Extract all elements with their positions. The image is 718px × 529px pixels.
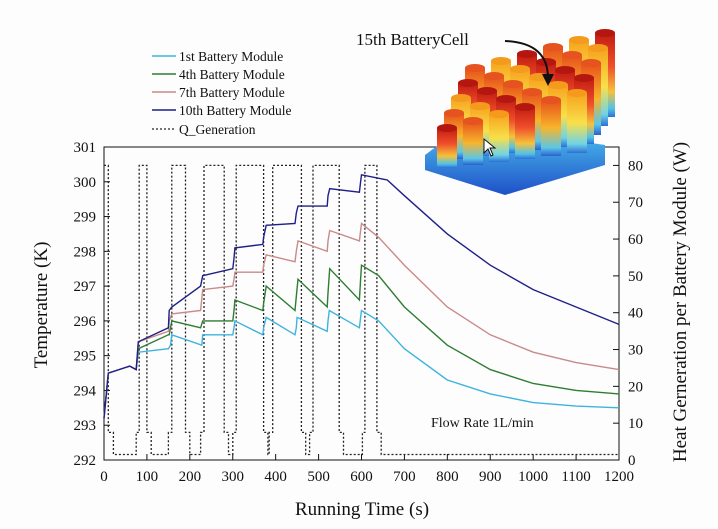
y-tick-label: 293 bbox=[74, 418, 97, 434]
flow-rate-annotation: Flow Rate 1L/min bbox=[431, 416, 534, 431]
y-tick-label: 297 bbox=[74, 279, 97, 295]
y2-tick-label: 70 bbox=[628, 195, 643, 211]
mouse-cursor-icon bbox=[483, 137, 497, 157]
y2-tick-label: 50 bbox=[628, 269, 643, 285]
x-tick-label: 800 bbox=[436, 469, 459, 485]
y-tick-label: 301 bbox=[74, 140, 97, 156]
series-7th-module bbox=[103, 222, 620, 419]
legend-label-7th-module: 7th Battery Module bbox=[179, 85, 285, 100]
legend-label-10th-module: 10th Battery Module bbox=[179, 103, 291, 118]
legend-label-q-generation: Q_Generation bbox=[179, 122, 256, 137]
y2-tick-label: 30 bbox=[628, 343, 643, 359]
series-10th-module bbox=[103, 173, 620, 419]
x-tick-label: 100 bbox=[136, 469, 159, 485]
temperature-series-layer bbox=[103, 173, 620, 419]
inset-pointer-arrow bbox=[504, 40, 549, 79]
y2-tick-label: 10 bbox=[628, 416, 643, 432]
battery-cell bbox=[567, 89, 587, 153]
y2-tick-label: 20 bbox=[628, 379, 643, 395]
y2-tick-label: 60 bbox=[628, 232, 643, 248]
battery-pack-inset: 15th BatteryCell bbox=[356, 29, 615, 195]
x-tick-label: 600 bbox=[350, 469, 373, 485]
series-1st-module bbox=[103, 309, 620, 419]
x-tick-label: 400 bbox=[264, 469, 287, 485]
series-q-generation bbox=[104, 164, 619, 456]
y2-axis-label: Heat Gerneration per Battery Module (W) bbox=[670, 142, 691, 462]
y-tick-label: 294 bbox=[74, 383, 97, 399]
y-tick-label: 300 bbox=[74, 175, 97, 191]
y2-tick-label: 80 bbox=[628, 158, 643, 174]
x-tick-label: 500 bbox=[307, 469, 330, 485]
battery-cell bbox=[541, 96, 561, 156]
battery-cell bbox=[489, 110, 509, 162]
y-tick-label: 295 bbox=[74, 349, 97, 365]
axis-ticks: 0 100 200 300 400 500 600 700 800 900 1000 1100 1200… bbox=[74, 140, 644, 485]
x-tick-label: 700 bbox=[393, 469, 416, 485]
inset-label-15th-cell: 15th BatteryCell bbox=[356, 30, 469, 49]
q-generation-layer bbox=[104, 164, 619, 456]
battery-cell bbox=[437, 124, 457, 168]
x-tick-label: 1200 bbox=[604, 469, 634, 485]
x-tick-label: 300 bbox=[222, 469, 245, 485]
y-tick-label: 299 bbox=[74, 210, 97, 226]
legend-label-1st-module: 1st Battery Module bbox=[179, 49, 283, 64]
y-axis-label: Temperature (K) bbox=[31, 242, 52, 369]
inset-pointer-arrowhead bbox=[542, 74, 554, 86]
battery-cells bbox=[437, 29, 615, 168]
x-tick-label: 1000 bbox=[518, 469, 548, 485]
x-axis-label: Running Time (s) bbox=[295, 499, 429, 520]
plot-area bbox=[103, 146, 620, 461]
legend: 1st Battery Module 4th Battery Module 7t… bbox=[152, 49, 291, 137]
x-tick-label: 200 bbox=[179, 469, 202, 485]
y2-tick-label: 0 bbox=[628, 453, 636, 469]
series-4th-module bbox=[103, 263, 620, 419]
y2-tick-label: 40 bbox=[628, 306, 643, 322]
x-tick-label: 0 bbox=[100, 469, 108, 485]
y-tick-label: 298 bbox=[74, 244, 97, 260]
battery-cell bbox=[463, 117, 483, 165]
y-tick-label: 292 bbox=[74, 453, 97, 469]
x-tick-label: 900 bbox=[479, 469, 502, 485]
y-tick-label: 296 bbox=[74, 314, 97, 330]
x-tick-label: 1100 bbox=[561, 469, 590, 485]
battery-cell bbox=[515, 103, 535, 159]
legend-label-4th-module: 4th Battery Module bbox=[179, 67, 285, 82]
